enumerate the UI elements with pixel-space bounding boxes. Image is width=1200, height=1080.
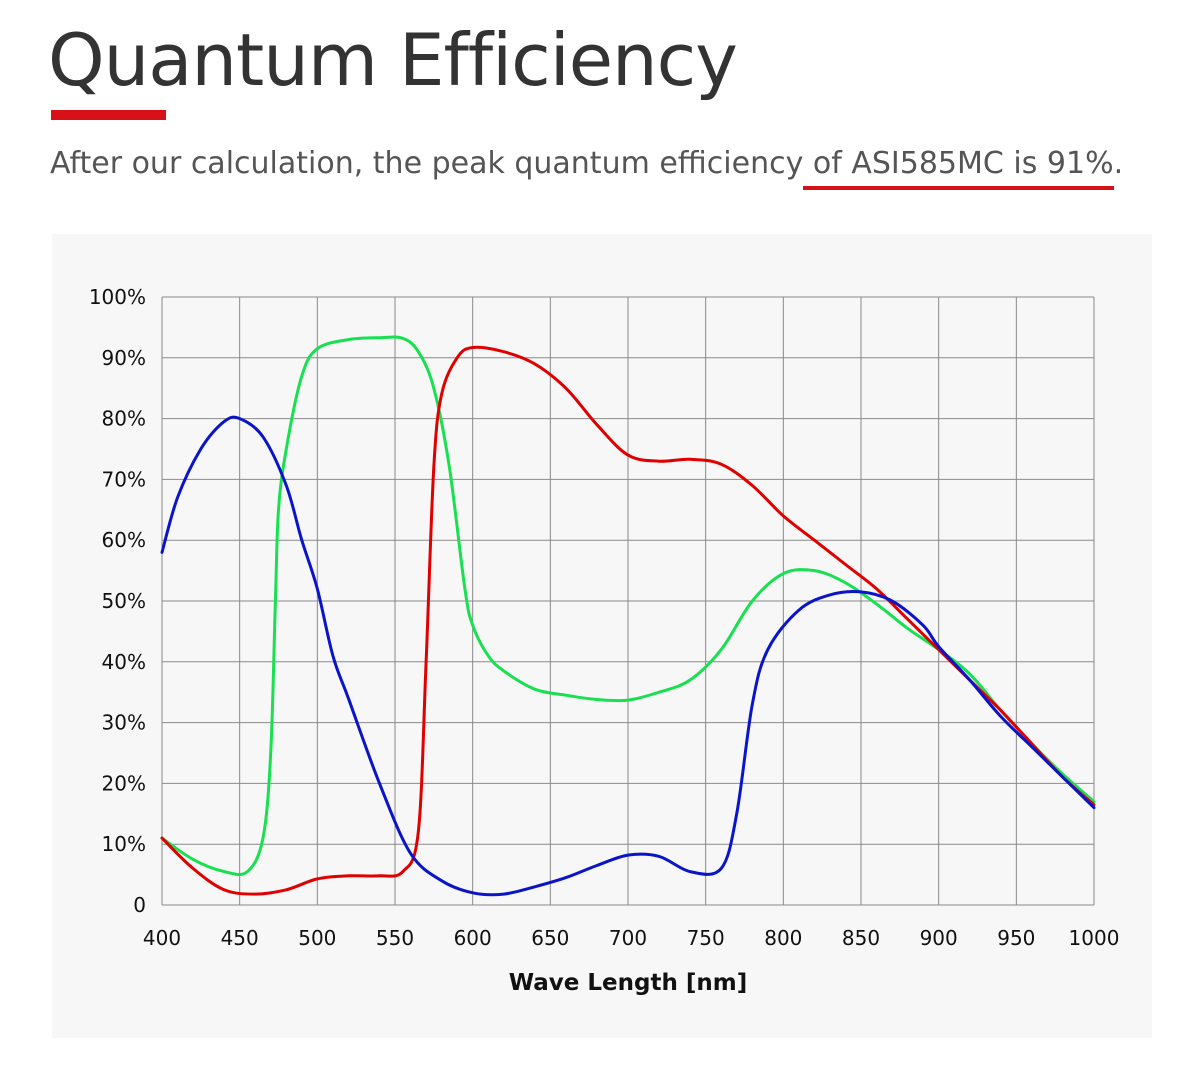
y-tick-label: 40% — [102, 650, 146, 674]
red-qe-curve — [160, 345, 1096, 896]
x-tick-label: 1000 — [1069, 926, 1120, 950]
chart-grid — [161, 296, 1095, 906]
x-tick-label: 500 — [298, 926, 336, 950]
y-tick-label: 60% — [102, 528, 146, 552]
x-axis-title: Wave Length [nm] — [509, 970, 748, 996]
y-tick-label: 70% — [102, 467, 146, 491]
x-tick-label: 750 — [687, 926, 725, 950]
quantum-efficiency-chart: 0 10% 20% 30% 40% 50% 60% 70% 80% 90% 100% 400 450 5… — [89, 285, 1120, 996]
title-underline — [51, 110, 166, 120]
y-tick-label: 0 — [133, 893, 146, 917]
y-tick-label: 20% — [102, 771, 146, 795]
chart-lines — [160, 335, 1096, 897]
y-tick-label: 90% — [102, 346, 146, 370]
subtitle-end: . — [1113, 146, 1124, 181]
x-tick-label: 600 — [454, 926, 492, 950]
x-tick-label: 800 — [764, 926, 802, 950]
x-tick-label: 850 — [842, 926, 880, 950]
green-qe-curve — [160, 335, 1096, 877]
x-tick-labels: 400 450 500 550 600 650 700 750 800 850 900 950 1000 — [143, 926, 1120, 950]
x-tick-label: 400 — [143, 926, 181, 950]
y-tick-label: 10% — [102, 832, 146, 856]
x-tick-label: 900 — [920, 926, 958, 950]
x-tick-label: 650 — [531, 926, 569, 950]
chart-panel: 0 10% 20% 30% 40% 50% 60% 70% 80% 90% 100% 400 450 5… — [52, 234, 1152, 1038]
x-tick-label: 950 — [997, 926, 1035, 950]
x-tick-label: 700 — [609, 926, 647, 950]
y-tick-label: 30% — [102, 711, 146, 735]
y-tick-label: 50% — [102, 589, 146, 613]
blue-qe-curve — [160, 415, 1096, 897]
y-tick-label: 80% — [102, 407, 146, 431]
y-tick-label: 100% — [89, 285, 146, 309]
subtitle: After our calculation, the peak quantum … — [50, 146, 1123, 181]
x-tick-label: 550 — [376, 926, 414, 950]
x-tick-label: 450 — [221, 926, 259, 950]
subtitle-text: After our calculation, the peak quantum … — [50, 146, 804, 181]
page-title: Quantum Efficiency — [48, 18, 738, 102]
subtitle-highlight: of ASI585MC is 91% — [803, 146, 1114, 181]
y-tick-labels: 0 10% 20% 30% 40% 50% 60% 70% 80% 90% 100% — [89, 285, 146, 917]
